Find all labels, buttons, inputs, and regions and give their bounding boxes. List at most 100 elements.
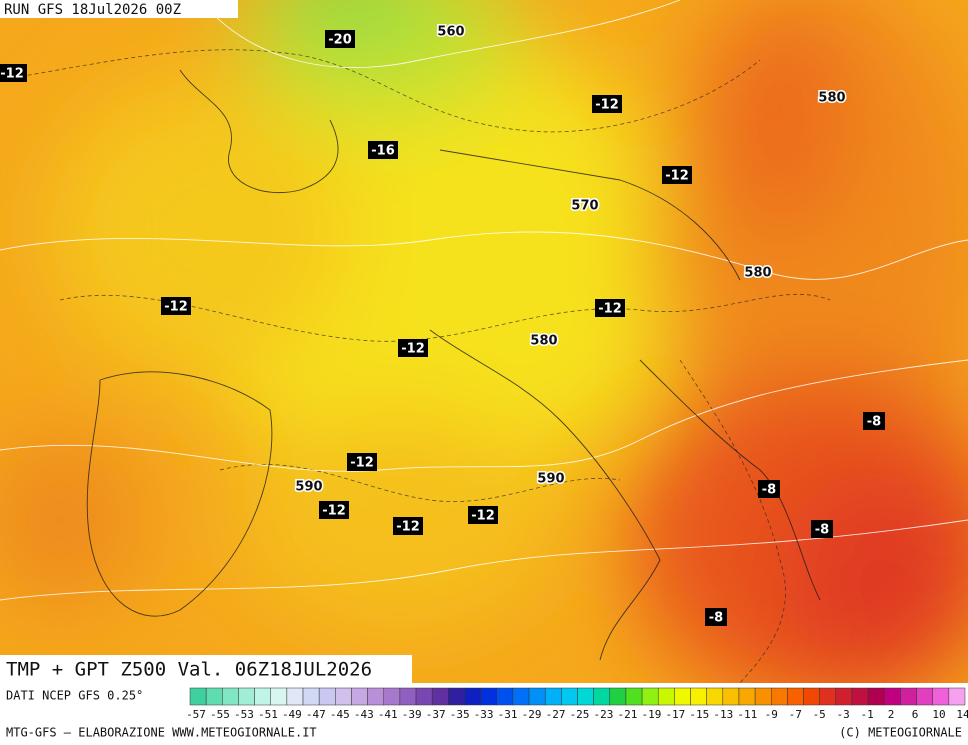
temperature-label-box [758, 480, 780, 498]
temperature-label-box [662, 166, 692, 184]
scale-swatch [205, 687, 223, 706]
scale-swatch [480, 687, 498, 706]
run-box [0, 0, 238, 18]
scale-swatch [722, 687, 740, 706]
scale-label: -49 [282, 708, 302, 721]
scale-swatch [464, 687, 481, 706]
temperature-label: -12 [164, 300, 188, 315]
scale-swatch [916, 687, 933, 706]
temperature-label-box [368, 141, 398, 159]
scale-swatch [690, 687, 707, 706]
height-label: 590 [295, 480, 322, 495]
scale-swatch [835, 687, 853, 706]
temperature-label-box [863, 412, 885, 430]
scale-swatch [222, 687, 239, 706]
isotherms [0, 49, 831, 683]
temperature-label-box [0, 64, 27, 82]
scale-label: -45 [330, 708, 350, 721]
scale-swatch [544, 687, 562, 706]
product-label: TMP + GPT Z500 Val. 06Z18JUL2026 [6, 659, 372, 681]
scale-swatch [561, 687, 578, 706]
temperature-label: -12 [598, 302, 622, 317]
scale-label: 10 [932, 708, 945, 721]
run-label: RUN GFS 18Jul2026 00Z [4, 2, 181, 18]
temperature-label: -8 [709, 611, 723, 626]
scale-swatch [528, 687, 546, 706]
product-box [0, 655, 412, 683]
temperature-label: -12 [0, 67, 24, 82]
copyright-label: (C) METEOGIORNALE [839, 726, 962, 740]
scale-label: -21 [618, 708, 638, 721]
scale-swatch [415, 687, 433, 706]
height-label: 570 [571, 199, 598, 214]
scale-label: -43 [354, 708, 374, 721]
height-label: 560 [437, 25, 464, 40]
scale-swatch [948, 687, 966, 706]
height-label: 580 [818, 91, 845, 106]
scale-label: -25 [570, 708, 590, 721]
scale-swatch [593, 687, 611, 706]
temperature-label-box [319, 501, 349, 519]
scale-label: -35 [450, 708, 470, 721]
scale-label: -37 [426, 708, 446, 721]
temperature-label-box [161, 297, 191, 315]
credit-label: MTG-GFS — ELABORAZIONE WWW.METEOGIORNALE… [6, 726, 317, 740]
height-label: 580 [744, 266, 771, 281]
temperature-label: -12 [471, 509, 495, 524]
scale-label: -7 [789, 708, 802, 721]
coastlines [86, 69, 821, 661]
temperature-label: -12 [396, 520, 420, 535]
scale-label: -55 [210, 708, 230, 721]
scale-swatch [286, 687, 304, 706]
scale-swatch [803, 687, 820, 706]
temperature-label-box [393, 517, 423, 535]
scale-swatch [431, 687, 449, 706]
scale-swatch [302, 687, 320, 706]
temperature-label-box [347, 453, 377, 471]
scale-label: -27 [546, 708, 566, 721]
scale-label: -33 [474, 708, 494, 721]
temperature-label-box [705, 608, 727, 626]
scale-label: 2 [888, 708, 895, 721]
scale-swatch [674, 687, 691, 706]
scale-swatch [367, 687, 384, 706]
scale-swatch [787, 687, 804, 706]
scale-label: -13 [713, 708, 733, 721]
scale-label: -5 [813, 708, 826, 721]
height-label: 590 [537, 472, 564, 487]
temperature-label: -12 [401, 342, 425, 357]
scale-label: -15 [689, 708, 709, 721]
height-contours [0, 0, 968, 601]
scale-swatch [318, 687, 336, 706]
scale-label: -53 [234, 708, 254, 721]
temperature-label: -8 [762, 483, 776, 498]
temperature-label-box [595, 299, 625, 317]
temperature-label: -12 [322, 504, 346, 519]
temperature-label-box [468, 506, 498, 524]
temperature-label: -20 [328, 33, 352, 48]
map-labels: -20 -12 -12 -16 -12 -12 -12 -12 -8 -12 -8 -12 -12 -12… [0, 23, 885, 626]
scale-swatch [512, 687, 530, 706]
temperature-label-box [592, 95, 622, 113]
scale-swatch [657, 687, 675, 706]
source-label: DATI NCEP GFS 0.25° [6, 689, 143, 703]
scale-swatch [738, 687, 756, 706]
scale-swatch [399, 687, 417, 706]
scale-swatch [754, 687, 772, 706]
scale-swatch [641, 687, 659, 706]
scale-swatch [383, 687, 401, 706]
scale-swatch [496, 687, 514, 706]
scale-label: -11 [737, 708, 757, 721]
scale-swatch [189, 687, 207, 706]
temperature-label: -12 [665, 169, 689, 184]
scale-label: 6 [912, 708, 919, 721]
color-scale: -57 -55 -53 -51 -49 -47 -45 -43 -41 -39 -37 -35 -33-… [186, 687, 968, 721]
scale-label: -51 [258, 708, 278, 721]
temperature-label: -8 [867, 415, 881, 430]
scale-swatch [867, 687, 885, 706]
scale-swatch [351, 687, 368, 706]
scale-swatch [706, 687, 724, 706]
scale-label: -31 [498, 708, 518, 721]
scale-label: -41 [378, 708, 398, 721]
scale-swatch [900, 687, 917, 706]
